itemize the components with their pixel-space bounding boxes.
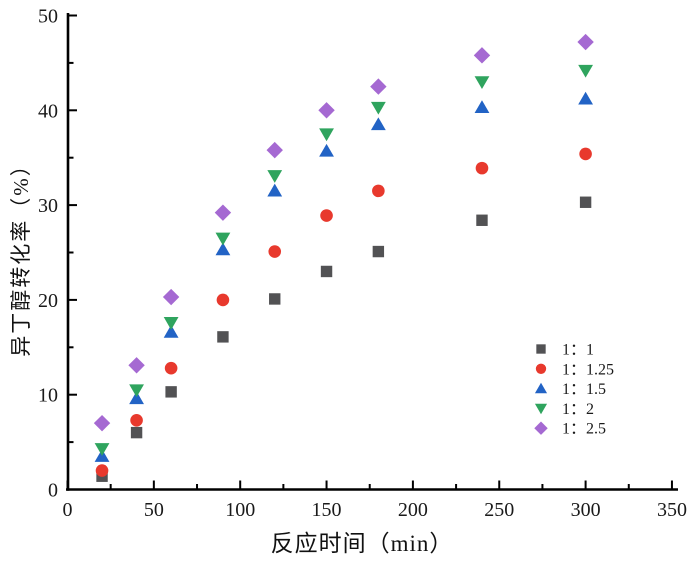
- data-point: [165, 386, 177, 398]
- data-point: [269, 293, 281, 305]
- data-point: [268, 245, 282, 258]
- y-tick-label: 0: [48, 480, 58, 502]
- data-point: [128, 357, 145, 374]
- x-tick-label: 350: [657, 499, 687, 521]
- data-point: [475, 161, 489, 175]
- data-point: [214, 204, 232, 221]
- data-point: [217, 331, 229, 343]
- data-point: [370, 78, 387, 95]
- x-tick-label: 100: [225, 499, 255, 521]
- legend-swatch: [535, 363, 547, 374]
- data-point: [474, 76, 490, 90]
- y-tick-label: 20: [38, 290, 58, 312]
- x-axis-title: 反应时间（min）: [270, 531, 454, 556]
- y-axis-title: 异丁醇转化率（%）: [9, 153, 33, 357]
- data-point: [319, 128, 334, 142]
- legend-swatch: [534, 421, 548, 435]
- data-point: [318, 102, 335, 119]
- data-point: [163, 317, 179, 330]
- data-point: [473, 47, 491, 64]
- data-point: [370, 117, 386, 131]
- data-point: [578, 64, 593, 78]
- legend-label: 1：2.5: [562, 421, 606, 438]
- data-point: [215, 242, 231, 256]
- y-tick-label: 40: [38, 100, 58, 122]
- x-tick-label: 0: [63, 499, 73, 521]
- data-point: [93, 414, 111, 432]
- data-point: [267, 170, 283, 183]
- x-tick-label: 250: [484, 499, 514, 521]
- y-tick-label: 10: [38, 385, 58, 407]
- data-point: [370, 101, 386, 115]
- y-tick-label: 30: [38, 195, 58, 217]
- data-point: [372, 245, 385, 258]
- data-point: [215, 232, 231, 246]
- data-point: [162, 288, 180, 306]
- data-point: [372, 184, 385, 198]
- legend-swatch: [534, 403, 548, 415]
- data-point: [129, 384, 144, 398]
- legend-swatch: [536, 344, 546, 354]
- data-point: [476, 214, 488, 226]
- data-point: [130, 426, 143, 439]
- legend-label: 1：1: [562, 342, 594, 359]
- data-point: [579, 147, 592, 161]
- data-point: [216, 293, 230, 307]
- data-point: [267, 183, 283, 197]
- legend-label: 1：2: [562, 401, 594, 418]
- legend-label: 1：1.5: [562, 381, 606, 398]
- x-tick-label: 150: [312, 499, 342, 521]
- data-point: [164, 361, 178, 375]
- data-point: [266, 141, 283, 159]
- legend-label: 1：1.25: [562, 361, 614, 378]
- data-point: [577, 33, 594, 51]
- data-point: [319, 143, 334, 157]
- data-point: [320, 209, 333, 222]
- data-point: [95, 464, 109, 477]
- data-point: [579, 196, 592, 208]
- data-point: [94, 443, 110, 456]
- data-point: [129, 391, 144, 405]
- data-point: [578, 91, 593, 105]
- x-tick-label: 50: [144, 499, 164, 521]
- data-point: [130, 413, 143, 427]
- x-tick-label: 200: [398, 499, 428, 521]
- x-tick-label: 300: [571, 499, 601, 521]
- legend-swatch: [534, 382, 548, 394]
- y-tick-label: 50: [38, 6, 58, 28]
- data-point: [320, 265, 333, 278]
- data-point: [163, 324, 179, 338]
- data-point: [474, 100, 490, 114]
